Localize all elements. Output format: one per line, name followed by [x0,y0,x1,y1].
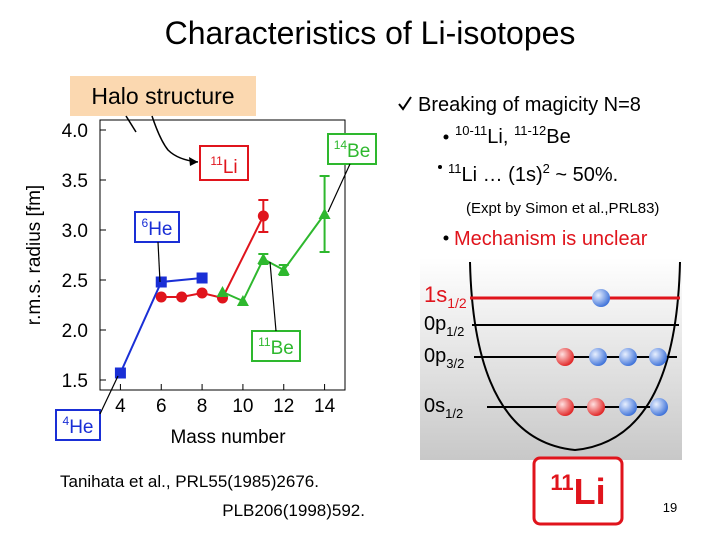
y-tick-label: 2.0 [62,321,88,342]
annotation-symbol: Be [271,338,294,359]
slide-title: Characteristics of Li-isotopes [165,15,576,51]
marker [155,276,167,288]
series-line [222,213,326,303]
annotation-mass: 6 [142,216,149,230]
arrow-head [189,157,198,166]
y-tick-label: 2.5 [62,271,88,292]
y-tick-label: 3.0 [62,221,88,242]
neutron [619,348,637,366]
note: (Expt by Simon et al.,PRL83) [466,200,659,217]
mechanism: Mechanism is unclear [454,228,648,250]
item-1: 10-11Li, 11-12Be [455,123,571,148]
marker [216,286,229,297]
neutron [592,289,610,307]
y-tick-label: 3.5 [62,171,88,192]
annotation-symbol: Be [347,141,370,162]
bullet [438,165,442,169]
annotation-pointer [327,163,351,213]
annotation-label: 14Be [334,138,371,162]
chart: 1.5 2.0 2.5 3.0 3.5 4.0 4 6 8 10 12 14 Mass number r.… [24,119,377,448]
annotation-pointer [99,375,119,415]
reference: PLB206(1998)592. [222,501,365,520]
marker [257,210,269,222]
x-tick-label: 4 [115,396,126,417]
annotation-mass: 14 [334,138,348,152]
neutron [589,348,607,366]
annotation-box [327,133,377,165]
level-label: 0p1/2 [424,313,464,339]
halo-arrow [125,115,137,133]
neutron [650,398,668,416]
nucleus-label: 11Li [550,470,605,512]
proton [556,398,574,416]
marker [196,272,208,284]
annotation-mass: 4 [63,414,70,428]
neutron [649,348,667,366]
annotation-label: 11Li [210,154,237,178]
halo-label: Halo structure [91,83,234,109]
annotation-label: 6He [142,216,173,240]
marker [257,253,270,264]
annotation-box [251,330,301,362]
marker [277,264,290,275]
marker [318,208,331,219]
nucleus-box [532,456,624,526]
item-2: 11Li … (1s)2 ~ 50%. [448,161,618,186]
well-bg [420,258,682,460]
y-axis-label: r.m.s. radius [fm] [24,185,45,325]
nucleons [556,289,668,416]
marker [236,295,249,306]
check-mark [398,96,412,111]
level-label: 1s1/2 [424,282,467,311]
x-tick-label: 8 [197,396,208,417]
bullet [443,134,449,140]
y-tick-label: 1.5 [62,371,88,392]
annotation-mass: 11 [258,335,271,349]
annotation-pointer [269,261,277,332]
heading: Breaking of magicity N=8 [418,94,641,116]
x-tick-label: 6 [156,396,167,417]
proton [587,398,605,416]
x-tick-label: 12 [273,396,294,417]
x-tick-label: 14 [314,396,336,417]
page-number: 19 [663,500,677,515]
reference: Tanihata et al., PRL55(1985)2676. [60,472,319,491]
annotation-box [134,211,180,243]
annotation-box [55,409,101,441]
annotation-box [199,145,249,181]
level-label: 0s1/2 [424,395,463,421]
marker [114,367,126,379]
plot-frame [99,119,346,391]
proton [556,348,574,366]
annotation-label: 11Be [258,335,294,359]
annotation-pointer [157,241,161,283]
annotation-symbol: He [148,219,172,240]
halo-box [70,76,256,116]
annotation-mass: 11 [210,154,223,168]
x-tick-label: 10 [232,396,253,417]
bullet [443,235,449,241]
marker [155,291,167,303]
marker [176,291,188,303]
neutron [619,398,637,416]
annotation-label: 4He [63,414,94,438]
marker [196,287,208,299]
annotation-symbol: He [69,417,93,438]
halo-arrow [151,115,199,163]
y-tick-label: 4.0 [62,121,88,142]
level-label: 0p3/2 [424,345,464,371]
x-axis-label: Mass number [170,427,286,448]
annotation-symbol: Li [223,157,238,178]
